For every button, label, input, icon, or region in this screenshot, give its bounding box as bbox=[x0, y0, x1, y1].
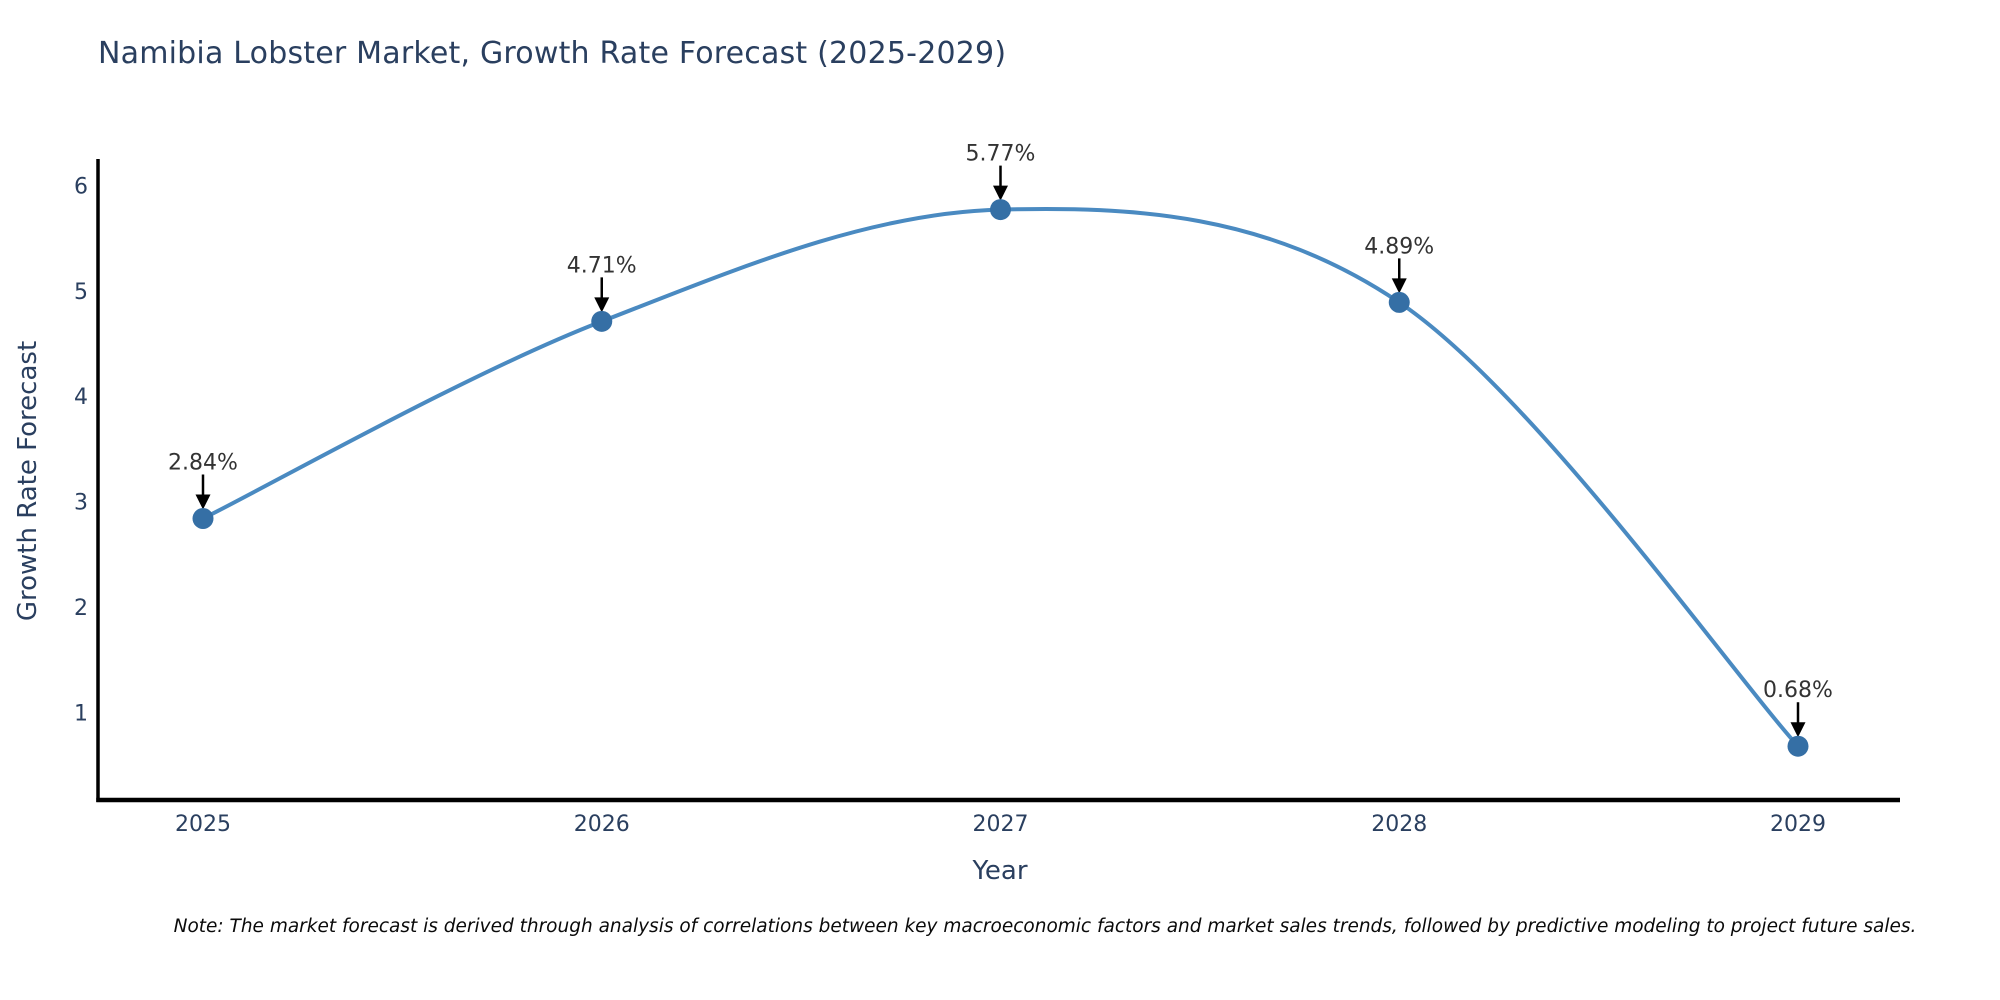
y-tick-label: 5 bbox=[74, 280, 88, 305]
data-point-marker[interactable] bbox=[1388, 291, 1410, 313]
y-tick-label: 2 bbox=[74, 596, 88, 621]
y-axis-title: Growth Rate Forecast bbox=[13, 340, 43, 622]
x-axis-title: Year bbox=[972, 856, 1028, 886]
annotation-arrowhead-icon bbox=[1790, 722, 1806, 738]
annotation-arrowhead-icon bbox=[1391, 278, 1407, 294]
data-point-marker[interactable] bbox=[192, 508, 214, 530]
annotation-arrowhead-icon bbox=[993, 185, 1008, 201]
point-value-label: 0.68% bbox=[1763, 678, 1833, 703]
data-point-marker[interactable] bbox=[990, 199, 1011, 221]
y-tick-label: 6 bbox=[74, 174, 88, 199]
x-tick-label: 2026 bbox=[574, 812, 630, 837]
y-tick-label: 4 bbox=[74, 385, 88, 410]
point-value-label: 4.89% bbox=[1364, 234, 1434, 259]
forecast-line bbox=[201, 207, 1800, 749]
y-tick-label: 3 bbox=[74, 491, 88, 516]
x-tick-label: 2025 bbox=[175, 812, 231, 837]
point-value-label: 4.71% bbox=[567, 253, 637, 278]
x-tick-label: 2029 bbox=[1770, 812, 1826, 837]
annotation-arrowhead-icon bbox=[594, 297, 610, 313]
y-tick-label: 1 bbox=[74, 701, 88, 726]
data-point-marker[interactable] bbox=[591, 310, 613, 332]
footnote: Note: The market forecast is derived thr… bbox=[173, 916, 1917, 937]
chart-title: Namibia Lobster Market, Growth Rate Fore… bbox=[98, 36, 1007, 71]
x-tick-label: 2027 bbox=[973, 812, 1029, 837]
point-value-label: 2.84% bbox=[168, 451, 238, 476]
annotation-arrowhead-icon bbox=[195, 494, 211, 510]
point-value-label: 5.77% bbox=[966, 142, 1036, 167]
data-point-marker[interactable] bbox=[1787, 735, 1809, 757]
x-tick-label: 2028 bbox=[1371, 812, 1427, 837]
